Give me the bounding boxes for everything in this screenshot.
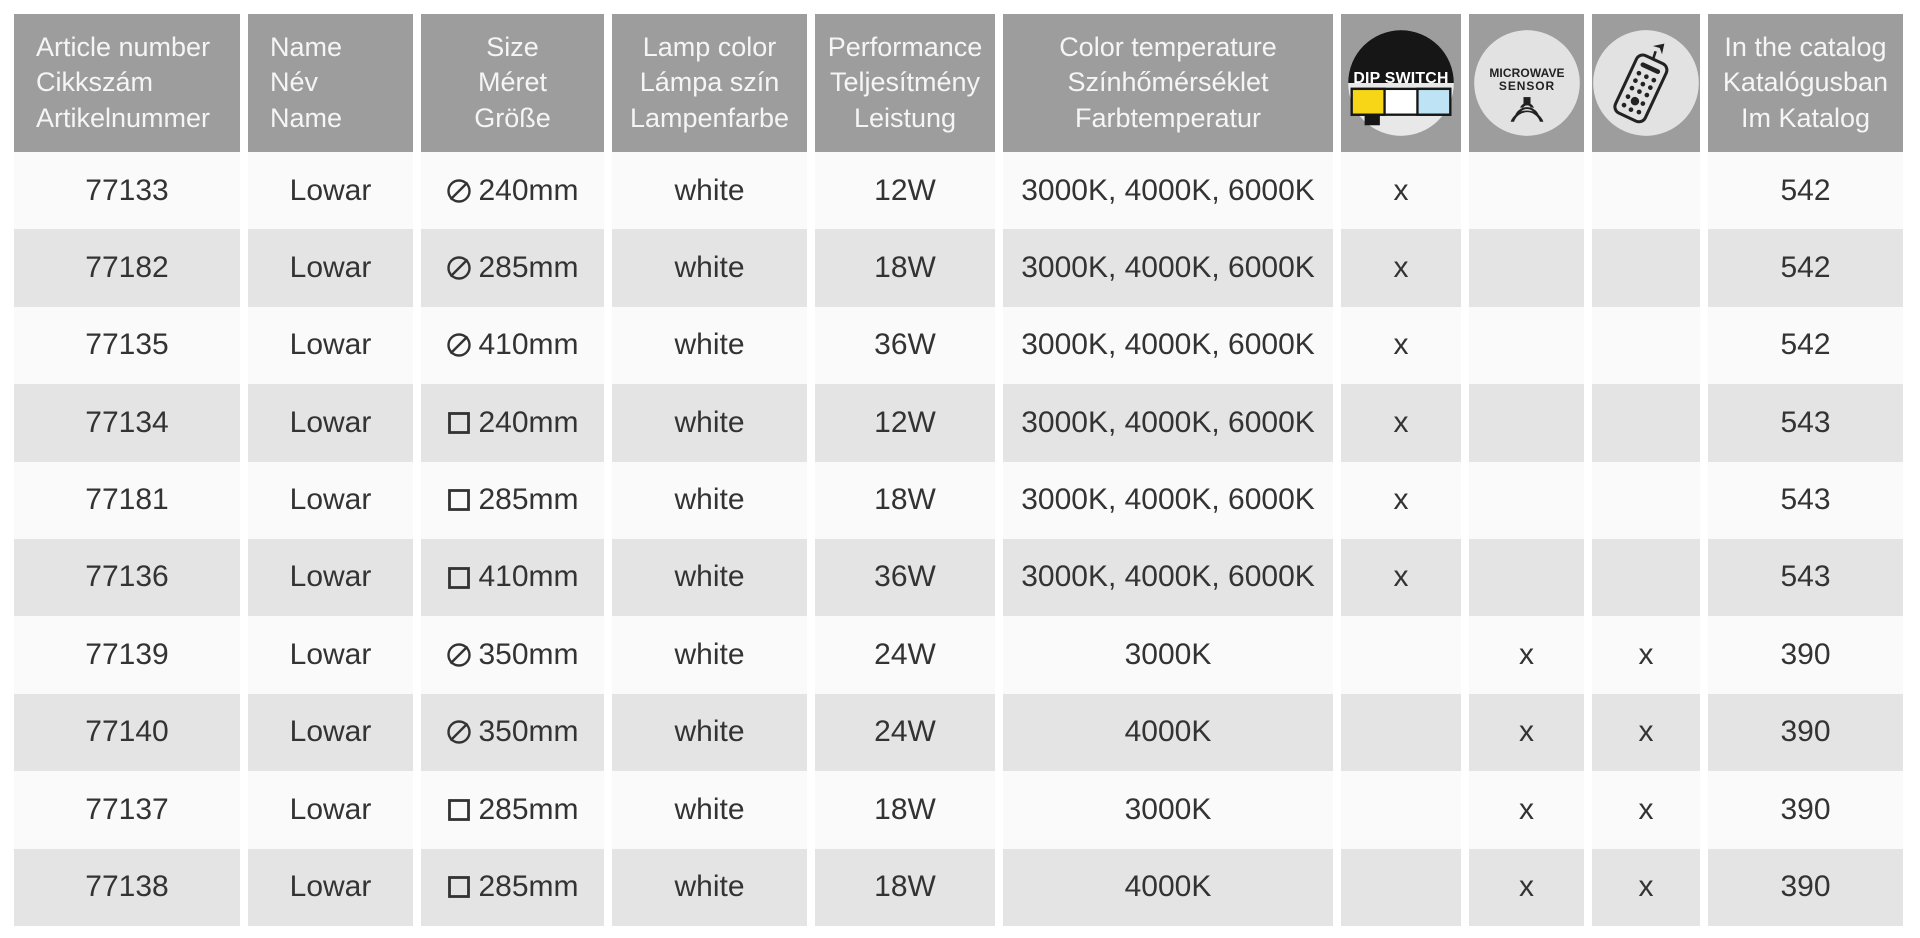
svg-text:SENSOR: SENSOR — [1498, 79, 1554, 93]
svg-text:DIP SWITCH: DIP SWITCH — [1353, 70, 1448, 87]
svg-text:MICROWAVE: MICROWAVE — [1489, 66, 1564, 80]
